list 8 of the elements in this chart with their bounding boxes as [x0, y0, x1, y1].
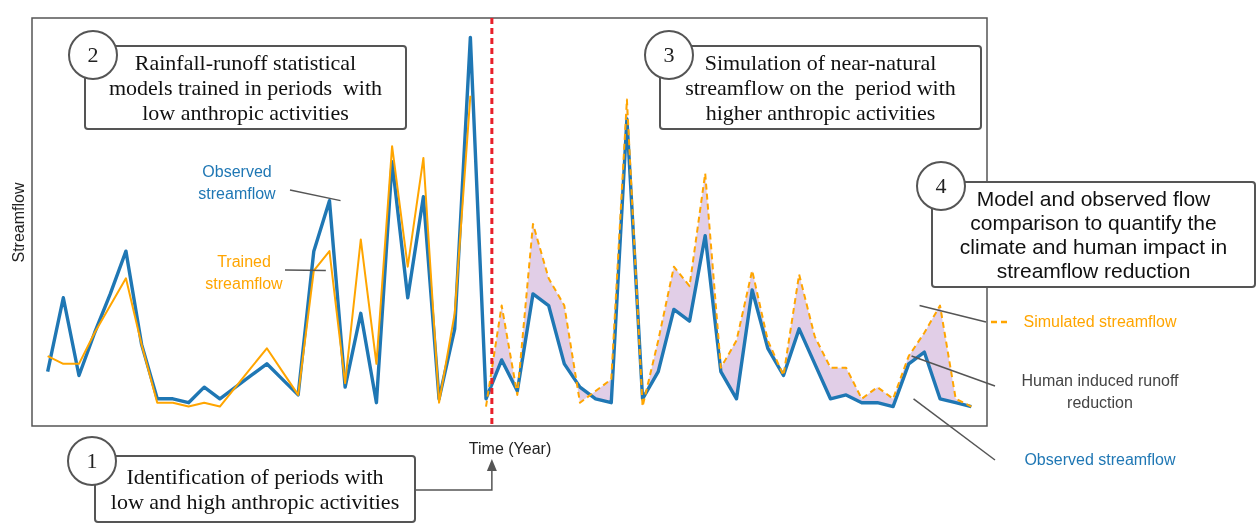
text: Human induced runoff reduction: [1020, 371, 1180, 413]
legend-label: Simulated streamflow: [1022, 312, 1178, 332]
text: Observed streamflow: [197, 162, 277, 204]
x-axis-title: Time (Year): [468, 439, 552, 457]
y-axis-title: Streamflow: [9, 182, 27, 263]
series-label: Trained streamflow: [204, 252, 284, 294]
callout-box: Identification of periods with low and high anthropic activities: [94, 455, 416, 523]
text: Observed streamflow: [1024, 451, 1176, 468]
